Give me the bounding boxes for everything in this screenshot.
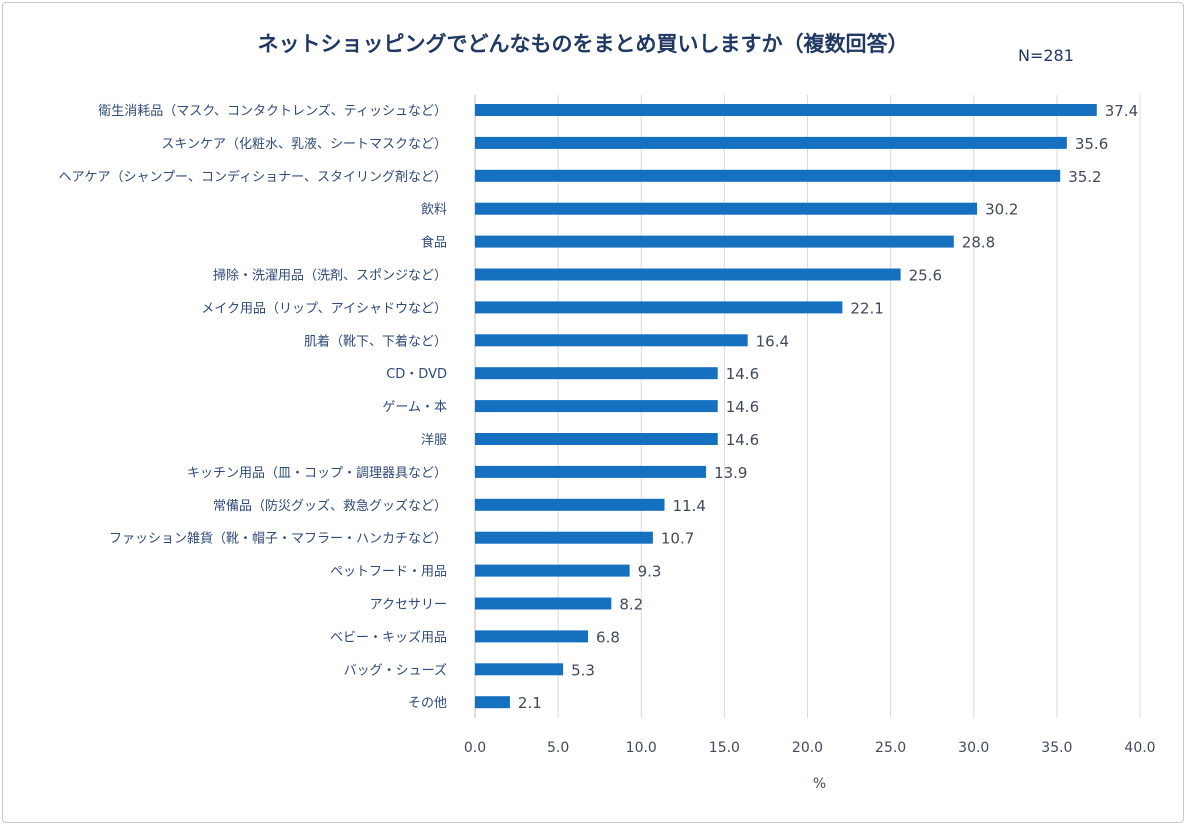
category-label: 飲料 [421, 202, 447, 218]
bar [475, 235, 954, 248]
category-label: その他 [408, 696, 447, 711]
x-tick-label: 15.0 [709, 740, 740, 756]
bar [475, 696, 510, 709]
category-label: スキンケア（化粧水、乳液、シートマスクなど） [161, 137, 447, 152]
bar [475, 202, 978, 215]
data-label: 35.6 [1075, 135, 1108, 153]
category-label: バッグ・シューズ [344, 662, 447, 678]
data-label: 22.1 [850, 299, 883, 317]
bar [475, 301, 843, 314]
bar [475, 400, 718, 413]
x-axis-label: % [813, 776, 826, 792]
bar [475, 498, 665, 511]
data-label: 37.4 [1105, 102, 1138, 120]
category-label: 肌着（靴下、下着など） [304, 333, 447, 349]
data-label: 10.7 [661, 530, 694, 548]
x-tick-label: 25.0 [875, 740, 906, 756]
category-label: ゲーム・本 [382, 400, 447, 415]
x-tick-label: 0.0 [464, 740, 486, 756]
x-tick-label: 5.0 [547, 740, 569, 756]
category-label: 食品 [421, 235, 447, 251]
data-label: 13.9 [714, 464, 747, 482]
data-label: 5.3 [571, 661, 595, 679]
data-label: 6.8 [596, 628, 620, 646]
data-label: 14.6 [726, 431, 759, 449]
data-label: 8.2 [619, 596, 643, 614]
category-label: ペットフード・用品 [330, 565, 447, 580]
bar [475, 597, 612, 610]
bar [475, 465, 707, 478]
x-tick-label: 35.0 [1041, 740, 1072, 756]
x-tick-label: 10.0 [626, 740, 657, 756]
data-label: 2.1 [518, 694, 542, 712]
category-label: 掃除・洗濯用品（洗剤、スポンジなど） [213, 268, 447, 284]
category-label: アクセサリー [370, 598, 447, 613]
data-label: 35.2 [1068, 168, 1101, 186]
bar [475, 169, 1061, 182]
category-label: 常備品（防災グッズ、救急グッズなど） [213, 498, 447, 514]
data-label: 16.4 [756, 332, 789, 350]
bar [475, 136, 1067, 149]
bar [475, 334, 748, 347]
chart-title: ネットショッピングでどんなものをまとめ買いしますか（複数回答） [257, 32, 909, 56]
x-tick-label: 30.0 [958, 740, 989, 756]
data-label: 14.6 [726, 365, 759, 383]
sample-size-annotation: N=281 [1018, 46, 1074, 65]
bar [475, 268, 901, 281]
x-tick-label: 20.0 [792, 740, 823, 756]
data-label: 11.4 [673, 497, 706, 515]
data-label: 9.3 [638, 563, 662, 581]
bar [475, 104, 1097, 116]
category-label: ベビー・キッズ用品 [330, 629, 447, 645]
bar [475, 531, 653, 544]
category-label: 衛生消耗品（マスク、コンタクトレンズ、ティッシュなど） [98, 103, 447, 119]
data-label: 28.8 [962, 234, 995, 252]
category-label: CD・DVD [386, 367, 447, 382]
bar [475, 433, 718, 445]
bar [475, 663, 564, 676]
bar [475, 630, 589, 643]
category-label: 洋服 [421, 433, 447, 448]
data-label: 14.6 [726, 398, 759, 416]
category-label: ヘアケア（シャンプー、コンディショナー、スタイリング剤など） [59, 169, 447, 185]
category-label: キッチン用品（皿・コップ・調理器具など） [187, 466, 447, 481]
bar [475, 564, 630, 577]
category-label: ファッション雑貨（靴・帽子・マフラー・ハンカチなど） [109, 531, 447, 547]
category-label: メイク用品（リップ、アイシャドウなど） [201, 301, 447, 316]
bar [475, 367, 718, 380]
data-label: 30.2 [985, 201, 1018, 219]
x-tick-label: 40.0 [1124, 740, 1155, 756]
data-label: 25.6 [909, 267, 942, 285]
